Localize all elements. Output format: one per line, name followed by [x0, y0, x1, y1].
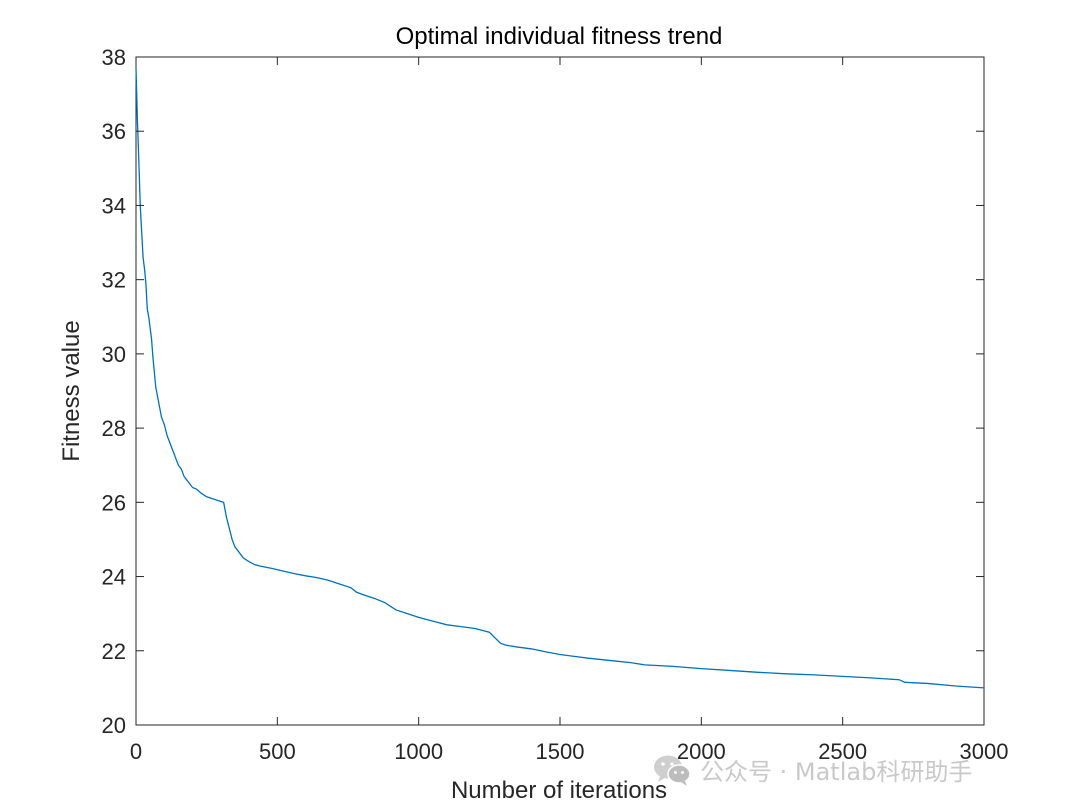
y-axis: 20 22 24 26 28 30 32 34 36 38	[102, 45, 984, 738]
series-line-fitness	[135, 68, 985, 689]
y-tick-label: 38	[102, 45, 126, 70]
y-axis-title: Fitness value	[58, 320, 85, 461]
y-tick-label: 34	[102, 193, 126, 218]
y-tick-label: 36	[102, 119, 126, 144]
x-tick-label: 2500	[818, 739, 867, 764]
y-tick-label: 28	[102, 416, 126, 441]
x-axis-title: Number of iterations	[451, 777, 667, 804]
x-tick-label: 1000	[394, 739, 443, 764]
y-tick-label: 20	[102, 713, 126, 738]
plot-area	[135, 56, 985, 726]
chart-title: Optimal individual fitness trend	[396, 23, 723, 50]
x-axis: 0 500 1000 1500 2000 2500 3000	[130, 57, 1009, 764]
watermark: 公众号 · Matlab科研助手	[652, 752, 972, 787]
x-tick-label: 500	[259, 739, 296, 764]
y-tick-label: 30	[102, 342, 126, 367]
y-tick-label: 24	[102, 565, 126, 590]
y-tick-label: 22	[102, 639, 126, 664]
plot-box	[135, 56, 985, 726]
y-tick-label: 26	[102, 490, 126, 515]
x-tick-label: 2000	[677, 739, 726, 764]
x-tick-label: 3000	[960, 739, 1009, 764]
wechat-icon	[654, 755, 691, 786]
x-tick-label: 1500	[536, 739, 585, 764]
y-tick-label: 32	[102, 268, 126, 293]
x-tick-label: 0	[130, 739, 142, 764]
watermark-text: 公众号 · Matlab科研助手	[700, 758, 973, 786]
